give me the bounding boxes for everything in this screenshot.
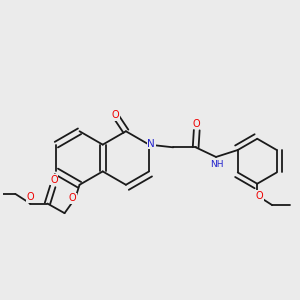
Text: O: O [50,175,58,185]
Text: O: O [26,192,34,202]
Text: O: O [69,193,76,203]
Text: N: N [147,139,155,148]
Text: O: O [111,110,119,120]
Text: O: O [193,119,200,129]
Text: O: O [256,190,263,200]
Text: NH: NH [210,160,224,169]
